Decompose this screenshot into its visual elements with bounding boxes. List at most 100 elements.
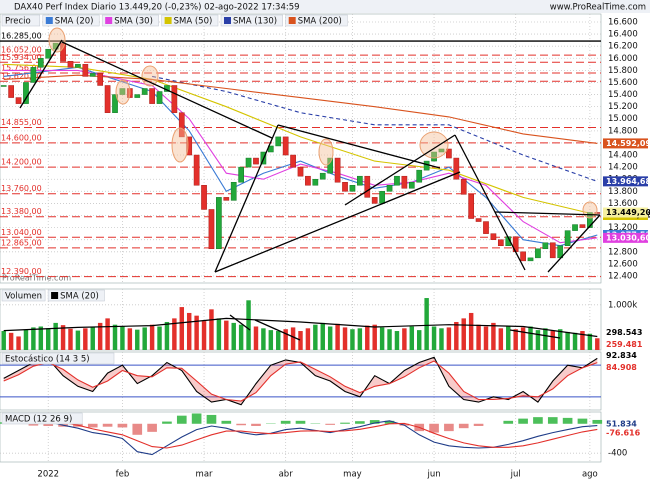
candle bbox=[37, 58, 44, 68]
candle bbox=[386, 185, 393, 192]
x-tick-label: may bbox=[343, 470, 362, 480]
volume-bar bbox=[372, 324, 377, 350]
candle bbox=[305, 175, 311, 186]
candle bbox=[334, 157, 341, 183]
candle bbox=[89, 73, 96, 77]
candle bbox=[45, 48, 52, 59]
volume-bar bbox=[461, 318, 466, 350]
candle bbox=[75, 64, 81, 68]
volume-bar bbox=[565, 331, 570, 350]
x-tick-label: ago bbox=[582, 470, 598, 480]
legend-swatch bbox=[288, 17, 296, 24]
level-label: 15.620,00 bbox=[1, 72, 42, 81]
volume-bar bbox=[16, 336, 21, 350]
value-tag bbox=[603, 138, 648, 149]
legend-swatch bbox=[224, 17, 231, 24]
candle bbox=[497, 239, 504, 246]
legend-box bbox=[1, 289, 46, 302]
volume-bar bbox=[416, 330, 422, 350]
annotations bbox=[19, 27, 601, 341]
macd-bar bbox=[87, 423, 98, 428]
candle bbox=[431, 151, 437, 162]
macd-bar bbox=[592, 419, 603, 424]
candle bbox=[201, 185, 207, 210]
legend-box bbox=[47, 289, 105, 302]
macd-bar bbox=[236, 423, 246, 426]
candle bbox=[460, 178, 467, 195]
candle bbox=[542, 242, 549, 250]
value-tag bbox=[603, 176, 648, 187]
value-label: 84.908 bbox=[606, 363, 637, 372]
macd-bar bbox=[162, 421, 172, 424]
y-tick-label: 15.200 bbox=[608, 102, 638, 112]
y-tick-label: 13.600 bbox=[608, 199, 638, 209]
macd-bar bbox=[102, 423, 113, 427]
candle bbox=[416, 169, 423, 183]
volume-bar bbox=[149, 324, 155, 350]
panel bbox=[0, 351, 602, 411]
y-tick-label: 13.200 bbox=[608, 223, 638, 233]
volume-bar bbox=[506, 325, 511, 350]
level-label: 15.756,00 bbox=[1, 64, 42, 73]
level-label: 12.865,00 bbox=[1, 238, 42, 247]
volume-bar bbox=[135, 329, 140, 350]
legend-box bbox=[42, 14, 100, 27]
volume-bar bbox=[1, 331, 6, 350]
candle bbox=[171, 85, 178, 113]
candle bbox=[67, 61, 74, 68]
site: www.ProRealTime.com bbox=[550, 3, 646, 13]
candle bbox=[468, 194, 475, 219]
y-tick-label: 12.800 bbox=[608, 247, 638, 257]
y-tick-label: 16.600 bbox=[608, 17, 638, 27]
volume-bar bbox=[394, 331, 400, 350]
candle bbox=[453, 157, 460, 180]
y-tick-label: -400 bbox=[608, 449, 627, 459]
macd-bar bbox=[518, 418, 528, 424]
macd-bar bbox=[191, 413, 202, 424]
legend-swatch bbox=[45, 17, 53, 24]
macd-bar bbox=[251, 423, 261, 426]
candle bbox=[97, 73, 104, 86]
legend-swatch bbox=[164, 17, 172, 24]
volume-bar bbox=[446, 327, 452, 350]
legend-box bbox=[220, 14, 283, 27]
volume-bar bbox=[8, 332, 14, 350]
volume-bar bbox=[90, 326, 95, 350]
candle bbox=[112, 94, 118, 113]
legend-label: SMA (20) bbox=[60, 292, 99, 302]
volume-bar bbox=[572, 332, 578, 350]
volume-bar bbox=[46, 328, 51, 350]
macd-bar bbox=[28, 423, 39, 426]
legend-label: SMA (50) bbox=[174, 17, 213, 27]
value-label: 51.834 bbox=[606, 419, 637, 428]
level-label: 14.600,00 bbox=[1, 133, 42, 142]
candle bbox=[319, 172, 326, 180]
candle bbox=[423, 160, 430, 171]
highlight bbox=[48, 27, 66, 53]
volume-bar bbox=[424, 298, 429, 350]
volume-bar bbox=[357, 328, 363, 350]
volume-bar bbox=[520, 327, 526, 350]
x-tick-label: jun bbox=[426, 470, 440, 480]
volume-bar bbox=[595, 338, 600, 350]
x-tick-label: jul bbox=[510, 470, 521, 480]
legend-label: SMA (20) bbox=[55, 17, 94, 27]
macd-bar bbox=[340, 422, 350, 424]
level-label: 16.052,00 bbox=[1, 46, 42, 55]
candle bbox=[223, 197, 230, 201]
candle bbox=[245, 157, 252, 168]
volume-bar bbox=[216, 318, 222, 350]
value-label: 298.543 bbox=[606, 328, 642, 337]
chart-title: DAX40 Perf Index Diario 13.449,20 (-0,23… bbox=[14, 3, 300, 13]
legend-box bbox=[1, 412, 83, 425]
legend-label: SMA (130) bbox=[233, 17, 277, 27]
trendline bbox=[61, 41, 273, 139]
volume-bar bbox=[535, 330, 541, 350]
candle bbox=[394, 175, 400, 186]
level-label: 16.285,00 bbox=[1, 32, 42, 41]
candle bbox=[520, 251, 526, 262]
y-tick-label: 16.000 bbox=[608, 54, 638, 64]
volume-bar bbox=[23, 329, 29, 350]
highlight bbox=[115, 79, 131, 105]
